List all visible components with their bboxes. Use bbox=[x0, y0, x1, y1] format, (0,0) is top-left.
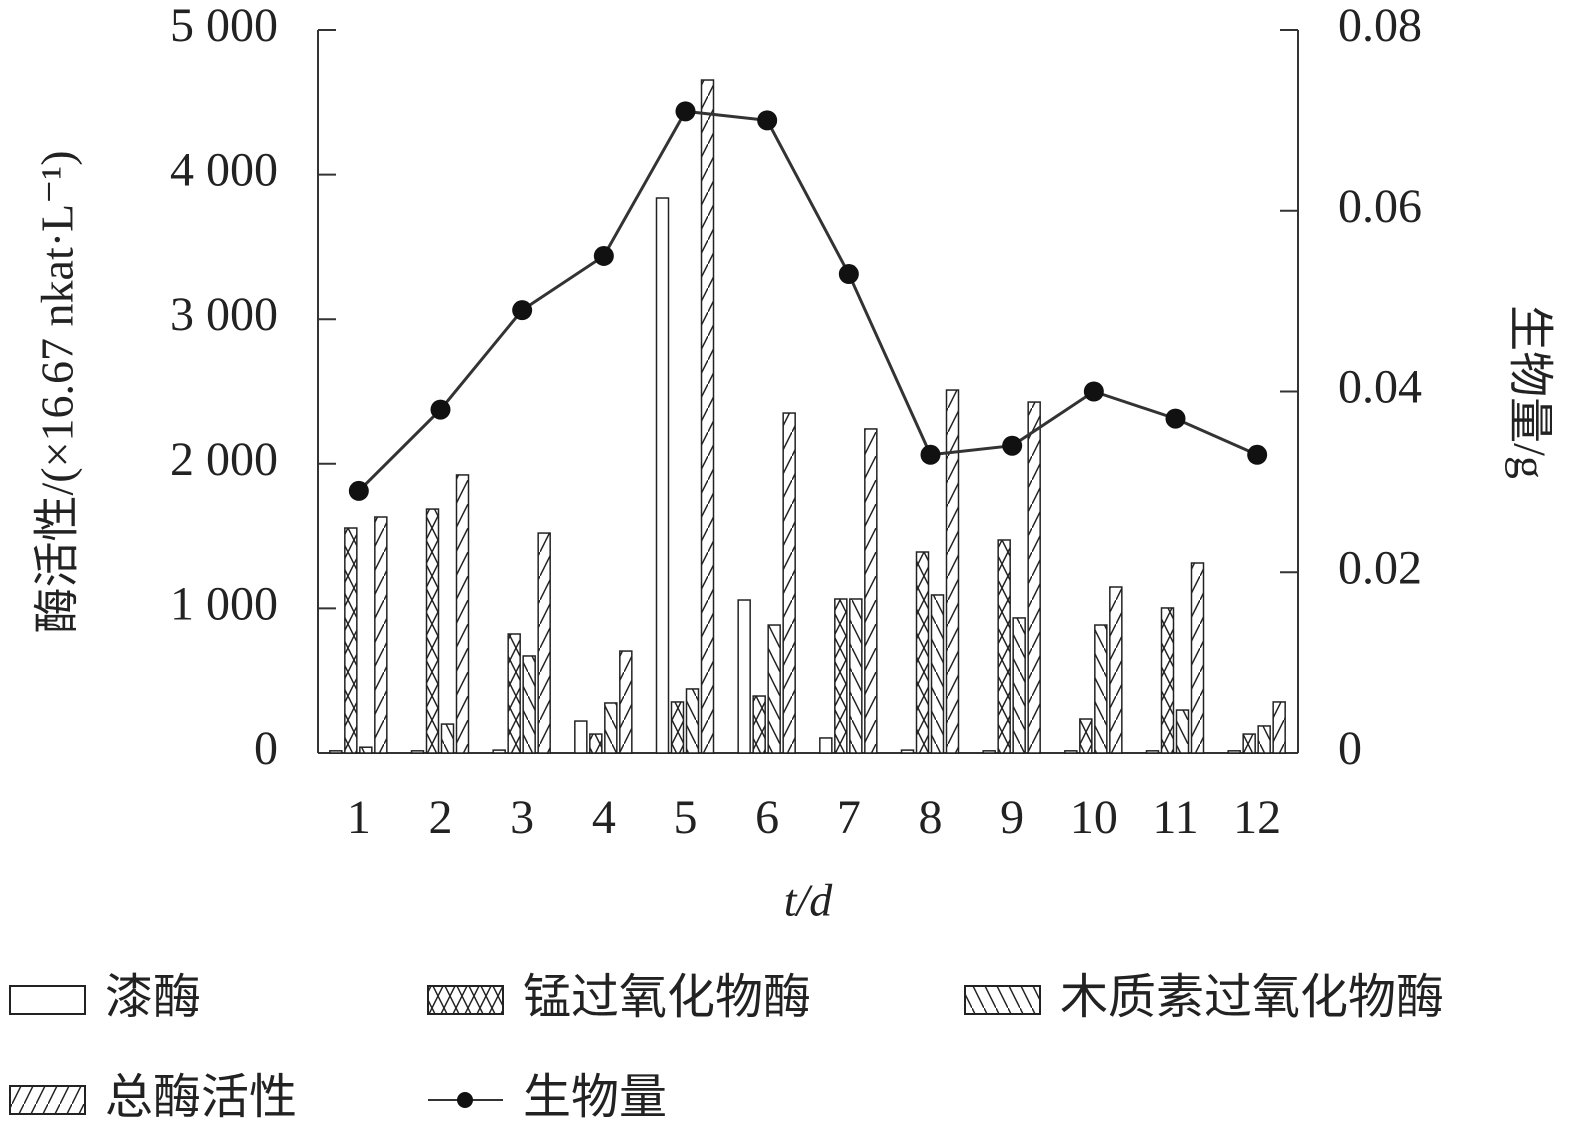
x-tick-label: 2 bbox=[429, 791, 453, 844]
x-tick-label: 12 bbox=[1233, 791, 1281, 844]
bar bbox=[930, 594, 945, 754]
bar bbox=[329, 750, 343, 754]
legend-swatch bbox=[964, 985, 1041, 1015]
y2-tick-label: 0 bbox=[1338, 722, 1362, 775]
point bbox=[348, 480, 369, 501]
legend-swatch bbox=[427, 985, 504, 1015]
point bbox=[757, 110, 778, 131]
x-tick-label: 8 bbox=[919, 791, 943, 844]
bar bbox=[522, 655, 536, 754]
point bbox=[675, 101, 696, 122]
bar bbox=[344, 527, 358, 754]
point bbox=[512, 300, 533, 321]
y2-tick-label: 0.06 bbox=[1338, 180, 1422, 233]
bar bbox=[537, 532, 551, 754]
point bbox=[1165, 408, 1186, 429]
legend-swatch bbox=[457, 1092, 473, 1108]
bar bbox=[1012, 617, 1026, 754]
y2-tick-label: 0.02 bbox=[1338, 541, 1422, 594]
bar bbox=[1094, 624, 1108, 754]
x-tick-label: 3 bbox=[510, 791, 534, 844]
x-tick-label: 6 bbox=[755, 791, 779, 844]
y-tick-label: 0 bbox=[254, 722, 278, 775]
bar bbox=[1190, 562, 1205, 754]
point bbox=[1002, 435, 1023, 456]
bar bbox=[685, 688, 700, 754]
bar bbox=[997, 539, 1011, 754]
y-tick-label: 2 000 bbox=[170, 433, 278, 486]
x-tick-label: 1 bbox=[347, 791, 371, 844]
bar bbox=[834, 598, 848, 754]
x-tick-label: 10 bbox=[1070, 791, 1118, 844]
y2-axis-title: 生物量/g bbox=[1504, 305, 1555, 479]
x-tick-label: 7 bbox=[837, 791, 861, 844]
point bbox=[838, 264, 859, 285]
bar bbox=[374, 516, 388, 754]
legend-label: 锰过氧化物酶 bbox=[523, 969, 811, 1025]
legend-label: 漆酶 bbox=[105, 969, 201, 1025]
bar bbox=[1242, 733, 1256, 754]
bar bbox=[440, 723, 455, 754]
y2-tick-label: 0.08 bbox=[1338, 0, 1422, 52]
x-tick-label: 11 bbox=[1152, 791, 1198, 844]
bar bbox=[1160, 607, 1175, 754]
y-tick-label: 1 000 bbox=[170, 577, 278, 630]
point bbox=[920, 444, 941, 465]
bar bbox=[455, 474, 470, 754]
bar bbox=[589, 733, 603, 754]
point bbox=[1083, 381, 1104, 402]
bar bbox=[1109, 586, 1123, 754]
legend-swatch bbox=[9, 985, 86, 1015]
x-tick-label: 9 bbox=[1000, 791, 1024, 844]
bar bbox=[752, 695, 766, 754]
bar bbox=[1272, 701, 1286, 754]
bar bbox=[619, 650, 633, 754]
legend-swatch bbox=[9, 1085, 86, 1115]
bar bbox=[900, 749, 915, 754]
bar bbox=[849, 598, 863, 754]
line bbox=[357, 109, 1258, 492]
bar bbox=[1175, 709, 1190, 754]
point bbox=[593, 245, 614, 266]
bar bbox=[700, 79, 715, 754]
bar bbox=[507, 633, 521, 754]
bar bbox=[1227, 750, 1241, 754]
bar bbox=[1027, 401, 1041, 754]
bar bbox=[819, 737, 833, 754]
legend-label: 总酶活性 bbox=[105, 1069, 297, 1125]
y-axis-title: 酶活性/(×16.67 nkat·L⁻¹) bbox=[32, 150, 83, 633]
bar bbox=[782, 412, 796, 754]
y-tick-label: 3 000 bbox=[170, 288, 278, 341]
bar bbox=[655, 197, 670, 754]
bar bbox=[670, 701, 685, 754]
point bbox=[1247, 444, 1268, 465]
legend-label: 生物量 bbox=[523, 1069, 667, 1125]
bar bbox=[1145, 750, 1160, 754]
y-tick-label: 5 000 bbox=[170, 0, 278, 52]
bar bbox=[737, 599, 751, 754]
bar bbox=[604, 702, 618, 754]
bar bbox=[1257, 725, 1271, 754]
bar bbox=[982, 750, 996, 754]
bar bbox=[410, 750, 425, 754]
bar bbox=[864, 428, 878, 754]
bar bbox=[915, 551, 930, 754]
bar bbox=[359, 746, 373, 754]
bar bbox=[1079, 718, 1093, 754]
y-tick-label: 4 000 bbox=[170, 144, 278, 197]
x-axis-title: t/d bbox=[784, 875, 834, 926]
bar bbox=[425, 508, 440, 754]
point bbox=[430, 399, 451, 420]
bar bbox=[1064, 750, 1078, 754]
y2-tick-label: 0.04 bbox=[1338, 361, 1422, 414]
bar bbox=[492, 749, 506, 754]
x-tick-label: 5 bbox=[674, 791, 698, 844]
bar bbox=[945, 389, 960, 754]
bar bbox=[767, 624, 781, 754]
x-tick-label: 4 bbox=[592, 791, 616, 844]
legend-label: 木质素过氧化物酶 bbox=[1060, 969, 1444, 1025]
bar bbox=[574, 720, 588, 754]
